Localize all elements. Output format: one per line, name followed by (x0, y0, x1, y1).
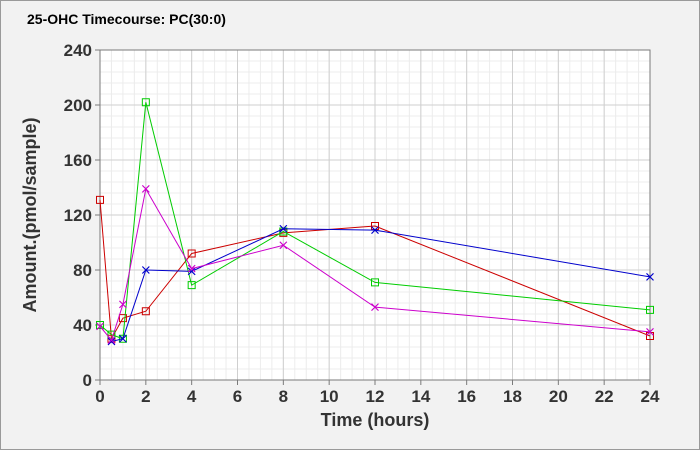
data-point (371, 226, 379, 235)
series-3 (107, 224, 654, 346)
x-tick-label: 2 (141, 387, 150, 406)
data-point (141, 266, 150, 274)
data-point (96, 195, 104, 204)
x-tick-label: 18 (503, 387, 522, 406)
x-tick-label: 4 (187, 387, 197, 406)
y-tick-label: 0 (83, 371, 92, 390)
data-point (118, 314, 127, 323)
data-point (646, 305, 654, 314)
y-tick-label: 120 (64, 206, 92, 225)
data-point (279, 224, 288, 233)
data-point (141, 307, 150, 316)
y-tick-label: 80 (73, 261, 92, 280)
x-tick-label: 16 (457, 387, 476, 406)
x-tick-label: 0 (95, 387, 104, 406)
chart-title: 25-OHC Timecourse: PC(30:0) (27, 11, 226, 27)
data-point (118, 300, 127, 309)
y-tick-label: 200 (64, 96, 92, 115)
data-point (118, 334, 127, 343)
y-tick-label: 240 (64, 41, 92, 60)
x-axis-label: Time (hours) (321, 410, 430, 430)
y-axis-label: Amount.(pmol/sample) (20, 117, 40, 312)
x-tick-label: 8 (279, 387, 288, 406)
x-tick-label: 10 (320, 387, 339, 406)
series-4 (96, 184, 654, 345)
data-point (141, 184, 150, 193)
data-point (107, 330, 116, 339)
data-point (187, 264, 196, 273)
data-point (118, 334, 127, 343)
data-point (371, 278, 379, 287)
x-tick-label: 20 (549, 387, 568, 406)
data-point (187, 281, 196, 290)
data-point (141, 98, 150, 107)
data-point (107, 336, 116, 345)
data-point (371, 303, 379, 312)
data-point (187, 249, 196, 258)
data-point (107, 337, 116, 346)
x-tick-label: 22 (595, 387, 614, 406)
series-layer (96, 98, 654, 346)
data-point (187, 267, 196, 276)
data-point (279, 241, 288, 250)
data-point (646, 327, 654, 336)
x-tick-label: 24 (641, 387, 660, 406)
x-tick-label: 14 (411, 387, 430, 406)
y-tick-label: 40 (73, 316, 92, 335)
data-point (646, 272, 654, 281)
x-tick-label: 6 (233, 387, 242, 406)
data-point (96, 321, 104, 329)
data-point (96, 322, 104, 331)
y-tick-label: 160 (64, 151, 92, 170)
x-tick-label: 12 (366, 387, 385, 406)
series-line (99, 187, 651, 342)
